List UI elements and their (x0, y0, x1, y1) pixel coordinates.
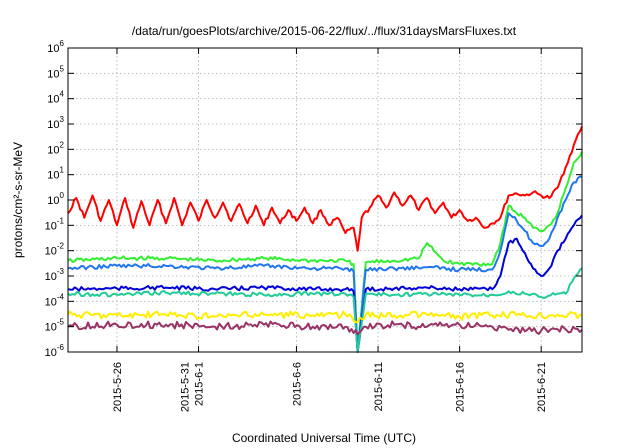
y-tick-label: 10-3 (45, 267, 65, 283)
series-line (67, 310, 583, 324)
y-tick-label: 102 (47, 140, 64, 156)
chart-title: /data/run/goesPlots/archive/2015-06-22/f… (132, 24, 517, 38)
series-line (67, 320, 583, 336)
y-tick-label: 100 (47, 191, 64, 207)
x-tick-label: 2015-5-31 (180, 362, 192, 412)
y-tick-label: 10-1 (45, 216, 65, 232)
x-tick-label: 2015-6-11 (373, 362, 385, 411)
x-axis-label: Coordinated Universal Time (UTC) (232, 431, 416, 445)
y-tick-label: 10-6 (45, 343, 65, 359)
x-tick-label: 2015-6-6 (291, 362, 303, 406)
y-tick-label: 10-2 (45, 242, 65, 258)
y-tick-label: 10-4 (45, 292, 65, 308)
grid (68, 48, 582, 352)
series-line (67, 126, 583, 252)
series-line (67, 214, 583, 353)
y-axis: 10-6 10-5 10-4 10-3 10-2 10-1 100 101 102 103 104 1… (45, 39, 582, 359)
y-tick-label: 103 (47, 115, 64, 131)
x-tick-label: 2015-6-1 (194, 362, 206, 406)
x-tick-label: 2015-6-21 (536, 362, 548, 412)
x-axis: 2015-5-26 2015-5-31 2015-6-1 2015-6-6 2015-6… (112, 48, 548, 412)
x-tick-label: 2015-5-26 (112, 362, 124, 412)
y-tick-label: 10-5 (45, 318, 65, 334)
y-axis-label: protons/cm²-s-sr-MeV (11, 142, 25, 258)
series-line (67, 151, 583, 353)
y-tick-label: 106 (47, 39, 64, 55)
y-tick-label: 104 (47, 90, 64, 106)
series-line (67, 175, 583, 353)
x-tick-label: 2015-6-16 (455, 362, 467, 412)
y-tick-label: 101 (47, 166, 64, 182)
series-group (67, 126, 583, 353)
series-line (67, 267, 583, 353)
y-tick-label: 105 (47, 64, 64, 80)
